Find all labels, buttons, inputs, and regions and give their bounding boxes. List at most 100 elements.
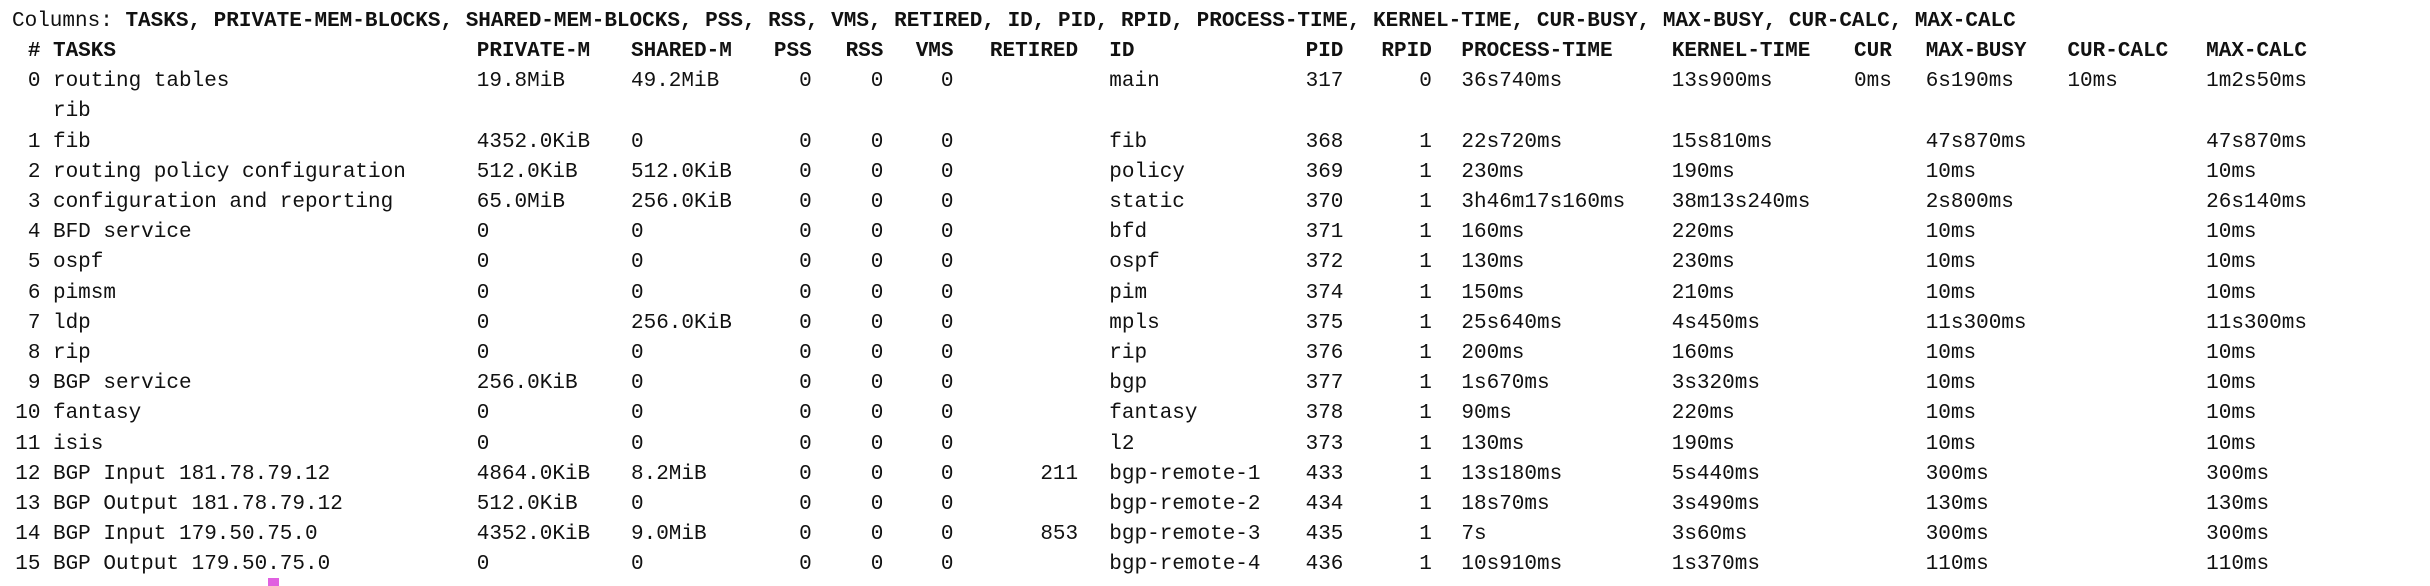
cell: 12 <box>15 462 41 486</box>
cell: 211 <box>1040 462 1079 486</box>
cell: 1 <box>1419 281 1432 305</box>
cell: 4864.0KiB <box>476 462 591 486</box>
cell: 0 <box>870 251 884 275</box>
cell: 130ms <box>2206 493 2270 516</box>
cell: 10ms <box>2206 251 2257 275</box>
cell: 10ms <box>1925 402 1977 426</box>
cell: 3 <box>27 191 41 214</box>
cell: 0 <box>870 342 884 365</box>
cell: 10ms <box>2067 70 2118 94</box>
cell: 1 <box>1419 402 1432 426</box>
cell: 0 <box>476 251 490 275</box>
cell: 6s190ms <box>1925 70 2014 94</box>
cell: 11 <box>15 432 41 456</box>
cell: 256.0KiB <box>630 191 732 214</box>
cell: 0 <box>799 281 812 305</box>
cell: 1 <box>1419 493 1432 516</box>
cell: ldp <box>52 311 91 335</box>
cell: 0 <box>799 523 812 547</box>
cell: 1 <box>1419 523 1432 547</box>
cell: 10ms <box>2206 342 2257 365</box>
cell: 26s140ms <box>2206 191 2307 214</box>
cell: 3s320ms <box>1671 372 1760 396</box>
cell: 1 <box>1419 191 1432 214</box>
cell: 19.8MiB <box>476 70 565 94</box>
cell: 3s490ms <box>1671 493 1760 516</box>
cell: 2 <box>27 160 41 184</box>
cell: 160ms <box>1671 342 1735 365</box>
cell: 0 <box>940 493 954 516</box>
cell: 10ms <box>2206 281 2257 305</box>
cell: 0 <box>630 432 644 456</box>
cell: routing tables rib <box>52 70 230 124</box>
cell: 13s180ms <box>1461 462 1563 486</box>
cell: rip <box>1109 342 1148 365</box>
cell: 0 <box>940 342 954 365</box>
cell: l2 <box>1109 432 1135 456</box>
cell: 1 <box>1419 251 1432 275</box>
cell: 47s870ms <box>1925 130 2027 154</box>
header-cell: # <box>27 40 41 63</box>
cell: 0 <box>870 281 884 305</box>
cell: 0 <box>630 281 644 305</box>
cell: bfd <box>1109 221 1148 245</box>
cell: BGP service <box>52 372 192 396</box>
cell: 0 <box>870 191 884 214</box>
cell: 2s800ms <box>1925 191 2014 214</box>
cell: 5 <box>27 251 41 275</box>
cell: 1 <box>1419 372 1432 396</box>
columns-line: Columns: TASKS, PRIVATE-MEM-BLOCKS, SHAR… <box>12 7 2016 37</box>
header-cell: RSS <box>845 40 884 63</box>
cell: 0 <box>940 311 954 335</box>
cell: 0 <box>799 160 812 184</box>
cell: 433 <box>1305 462 1344 486</box>
cell: 190ms <box>1671 160 1735 184</box>
cell: 1 <box>1419 160 1432 184</box>
cell: 0 <box>630 221 644 245</box>
cell: configuration and reporting <box>52 191 394 214</box>
cell: 65.0MiB <box>476 191 565 214</box>
cell: 0 <box>630 553 644 577</box>
cell: 256.0KiB <box>630 311 732 335</box>
cell: 436 <box>1305 553 1344 577</box>
cell: 0 <box>870 221 884 245</box>
cell: bgp-remote-2 <box>1109 493 1261 516</box>
cell: 1 <box>27 130 41 154</box>
cell: 4352.0KiB <box>476 130 591 154</box>
cell: 0 <box>940 553 954 577</box>
cell: policy <box>1109 160 1185 184</box>
cell: BGP Output 181.78.79.12 <box>52 493 343 516</box>
header-cell: KERNEL-TIME <box>1671 40 1811 63</box>
cell: 0 <box>630 402 644 426</box>
cell: 0 <box>27 70 41 94</box>
cell: 90ms <box>1461 402 1512 426</box>
header-cell: PSS <box>773 40 812 63</box>
cell: 0 <box>940 281 954 305</box>
cell: 0 <box>940 160 954 184</box>
cell: 0 <box>940 70 954 94</box>
cell: 6 <box>27 281 41 305</box>
cell: 11s300ms <box>1925 311 2027 335</box>
cell: 1s670ms <box>1461 372 1550 396</box>
cell: 300ms <box>1925 462 1989 486</box>
cell: 377 <box>1305 372 1344 396</box>
cell: 130ms <box>1461 432 1525 456</box>
cell: routing policy configuration <box>52 160 406 184</box>
cell: bgp-remote-3 <box>1109 523 1261 547</box>
cell: 10s910ms <box>1461 553 1563 577</box>
cell: pimsm <box>52 281 116 305</box>
cell: 9 <box>27 372 41 396</box>
cell: 0 <box>940 523 954 547</box>
cell: 1 <box>1419 553 1432 577</box>
header-cell: PROCESS-TIME <box>1461 40 1613 63</box>
header-cell: MAX-CALC <box>2206 40 2307 63</box>
cell: 0 <box>799 462 812 486</box>
cell: 300ms <box>2206 462 2270 486</box>
cell: BGP Input 181.78.79.12 <box>52 462 331 486</box>
header-cell: SHARED-M <box>630 40 732 63</box>
cell: 512.0KiB <box>476 160 578 184</box>
cell: 0 <box>476 221 490 245</box>
columns-list: TASKS, PRIVATE-MEM-BLOCKS, SHARED-MEM-BL… <box>125 10 2016 33</box>
cell: 0 <box>799 402 812 426</box>
cell: main <box>1109 70 1160 94</box>
